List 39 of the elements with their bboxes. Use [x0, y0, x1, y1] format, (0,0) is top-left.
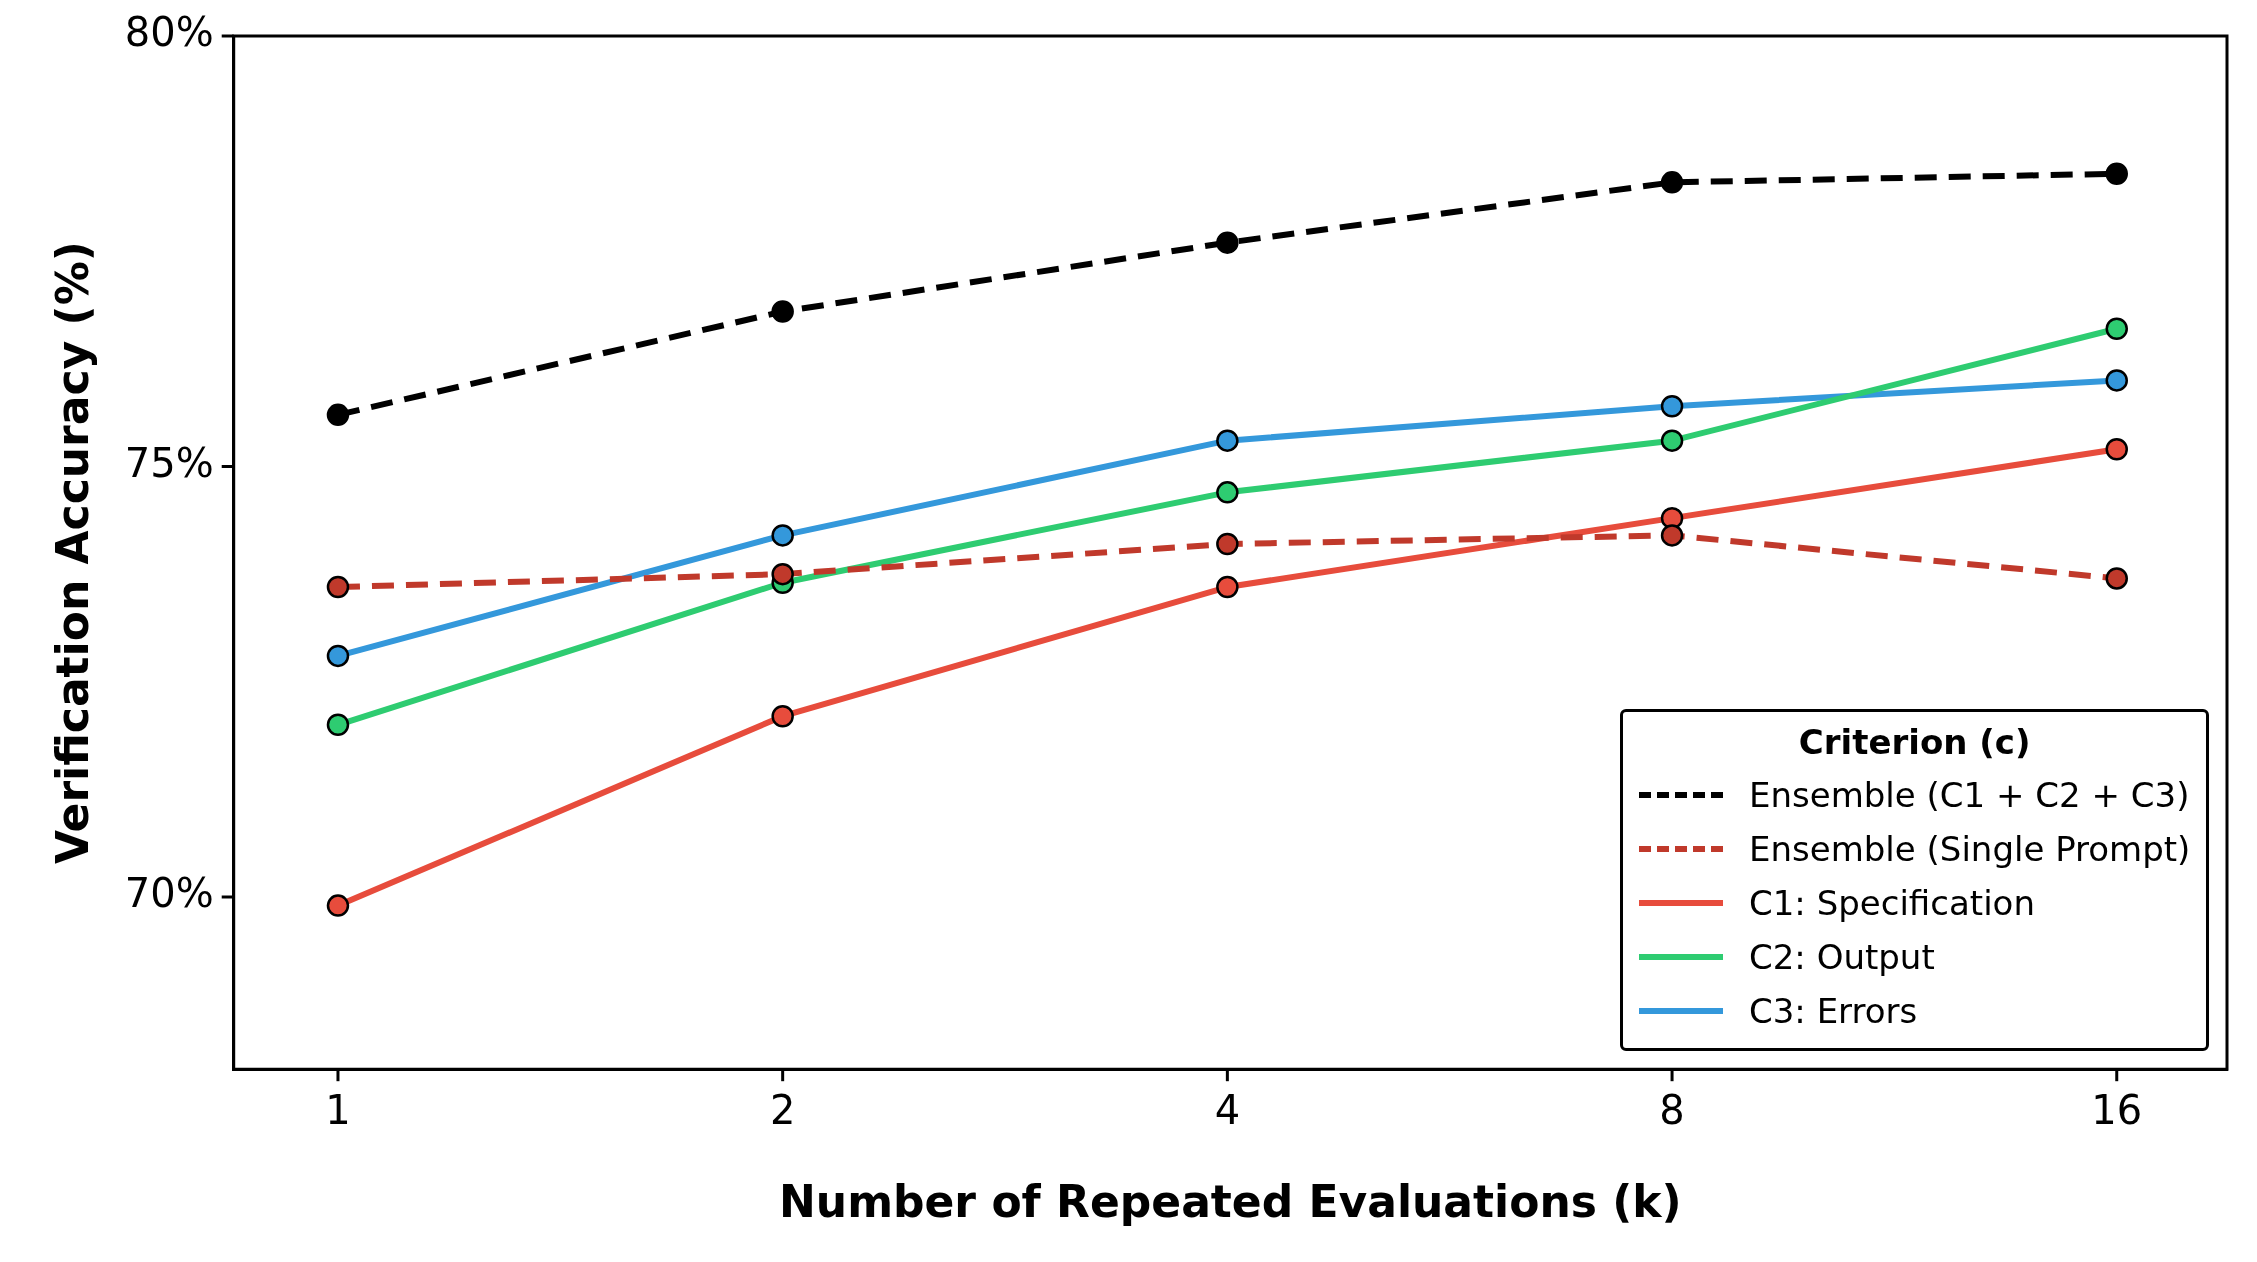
point: [326, 575, 350, 599]
legend-label: C2: Output: [1749, 937, 1935, 978]
point: [1216, 231, 1239, 254]
point: [1660, 394, 1684, 418]
point: [1660, 429, 1684, 452]
x-tick-label: 8: [1659, 1086, 1685, 1133]
point: [2105, 162, 2128, 186]
point: [2105, 438, 2128, 461]
point: [326, 894, 350, 917]
point: [771, 562, 794, 586]
x-axis-title: Number of Repeated Evaluations (k): [779, 1176, 1682, 1228]
legend-title: Criterion (c): [1797, 722, 2032, 763]
point: [2105, 567, 2128, 590]
point: [2105, 369, 2128, 392]
x-tick-label: 2: [769, 1086, 796, 1133]
y-tick-label: 80%: [124, 9, 214, 56]
point: [1216, 429, 1239, 452]
point: [326, 644, 350, 668]
point: [1660, 524, 1684, 547]
point: [771, 300, 794, 323]
point: [2105, 317, 2128, 340]
legend-label: C1: Specification: [1749, 883, 2035, 924]
y-axis-title: Verification Accuracy (%): [46, 241, 98, 865]
point: [326, 713, 350, 737]
point: [326, 403, 350, 427]
point: [771, 704, 794, 728]
point: [1216, 575, 1239, 599]
point: [1216, 481, 1239, 504]
point: [1660, 171, 1684, 194]
legend-label: Ensemble (C1 + C2 + C3): [1749, 775, 2190, 816]
x-tick-label: 4: [1214, 1086, 1241, 1133]
legend-label: C3: Errors: [1749, 991, 1918, 1032]
x-tick-label: 16: [2091, 1086, 2143, 1133]
point: [771, 524, 794, 547]
y-tick-label: 70%: [124, 870, 214, 917]
x-tick-label: 1: [325, 1086, 351, 1133]
y-tick-label: 75%: [124, 439, 214, 486]
legend-label: Ensemble (Single Prompt): [1749, 829, 2191, 870]
point: [1216, 532, 1239, 556]
